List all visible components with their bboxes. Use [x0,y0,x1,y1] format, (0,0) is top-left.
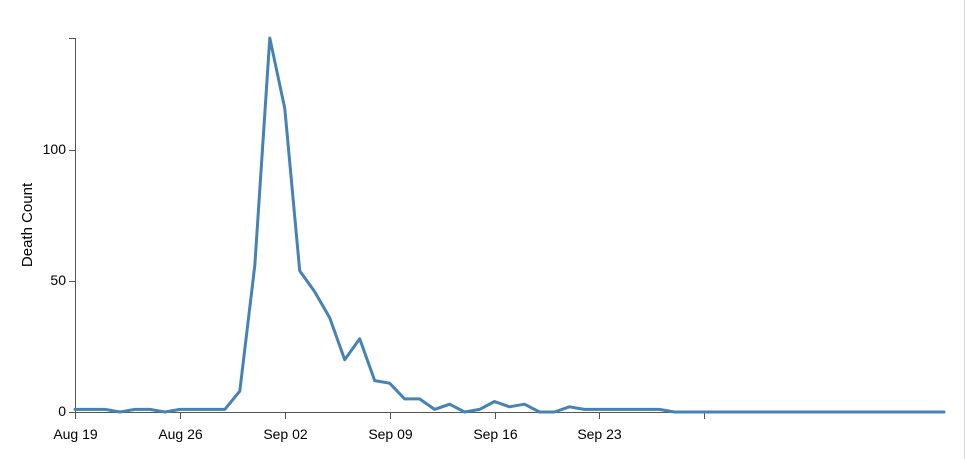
x-tick-label: Sep 16 [473,426,518,442]
x-tick-label: Aug 19 [53,426,98,442]
x-tick-label: Sep 23 [577,426,622,442]
x-axis: Aug 19 Aug 26 Sep 02 Sep 09 Sep 16 Sep 23 [53,412,944,442]
y-tick-label: 50 [50,272,66,288]
y-tick-label: 100 [43,141,67,157]
x-tick-label: Sep 09 [368,426,413,442]
y-axis-title: Death Count [19,182,36,267]
x-tick-label: Sep 02 [263,426,308,442]
y-tick-label: 0 [58,403,66,419]
y-axis: 0 50 100 [43,38,76,419]
y-axis-line [69,38,76,413]
death-count-series-line [73,36,946,414]
x-tick-label: Aug 26 [158,426,203,442]
